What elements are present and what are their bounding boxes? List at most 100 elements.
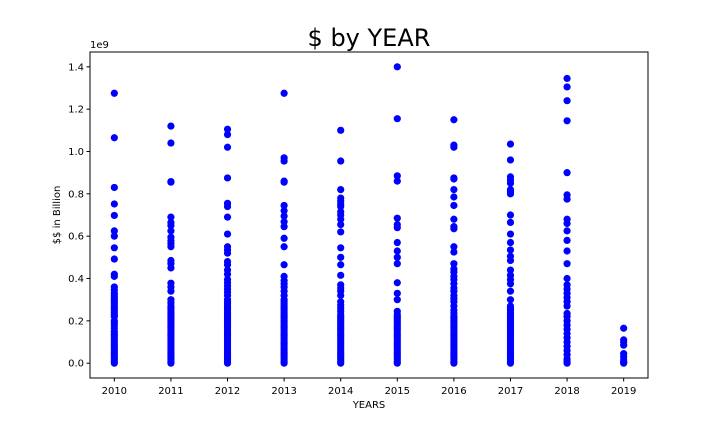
y-tick-label: 1.2 — [68, 105, 84, 116]
data-point — [563, 219, 571, 228]
data-point — [337, 291, 345, 300]
data-point — [450, 175, 458, 183]
data-point — [563, 236, 571, 245]
chart-title: $ by YEAR — [308, 24, 431, 52]
data-point — [337, 157, 345, 165]
data-point — [450, 243, 458, 251]
data-point — [450, 215, 458, 223]
data-point — [223, 143, 232, 151]
data-point — [393, 289, 401, 297]
data-point — [110, 255, 118, 263]
data-point — [223, 130, 232, 139]
data-point — [223, 261, 232, 269]
data-point — [167, 264, 175, 272]
data-point — [110, 359, 118, 367]
data-point — [393, 260, 401, 268]
data-point — [223, 230, 232, 238]
data-point — [110, 232, 118, 240]
data-point — [337, 359, 345, 367]
data-point — [280, 178, 288, 186]
data-point — [110, 89, 118, 97]
x-tick-label: 2018 — [554, 386, 579, 397]
data-point — [506, 246, 515, 254]
data-point — [337, 228, 345, 236]
data-point — [450, 359, 458, 367]
data-point — [110, 183, 118, 192]
y-tick-label: 0.4 — [68, 274, 84, 285]
data-point — [167, 213, 175, 221]
data-point — [167, 287, 175, 295]
data-point — [110, 134, 118, 142]
x-tick-label: 2010 — [102, 386, 127, 397]
y-axis: 0.0 0.2 0.4 0.6 0.8 1.0 1.2 1.4 — [68, 62, 90, 370]
data-point — [337, 220, 345, 229]
data-point — [563, 302, 571, 310]
data-point — [620, 359, 628, 367]
x-axis-label: YEARS — [352, 400, 386, 411]
data-point — [450, 248, 458, 256]
y-tick-label: 0.2 — [68, 316, 84, 327]
data-point — [280, 89, 288, 97]
data-point — [506, 287, 515, 295]
data-point — [506, 266, 515, 274]
data-point — [280, 212, 288, 220]
data-point — [563, 247, 571, 255]
data-point — [450, 225, 458, 233]
data-point — [337, 202, 345, 211]
data-point — [280, 157, 288, 165]
data-point — [450, 116, 458, 124]
data-point — [450, 185, 458, 194]
data-point — [620, 341, 628, 349]
data-point — [393, 279, 401, 287]
plot-frame — [89, 51, 649, 379]
data-point — [506, 190, 515, 198]
data-point — [506, 179, 515, 187]
data-point — [393, 253, 401, 261]
data-point — [337, 185, 345, 194]
data-point — [167, 139, 175, 147]
data-point — [223, 249, 232, 257]
data-point — [167, 243, 175, 251]
data-point — [393, 177, 401, 185]
data-point — [223, 359, 232, 367]
data-point — [167, 122, 175, 130]
data-point — [167, 227, 175, 235]
data-point — [167, 221, 175, 230]
data-point — [563, 260, 571, 268]
data-point — [337, 244, 345, 252]
points-layer — [110, 63, 628, 367]
x-axis: 2010 2011 2012 2013 2014 2015 2016 2017 2018 2019 — [102, 378, 636, 397]
data-point — [506, 256, 515, 265]
x-tick-label: 2014 — [328, 386, 353, 397]
data-point — [280, 207, 288, 215]
data-point — [506, 218, 515, 227]
y-tick-label: 0.6 — [68, 232, 84, 243]
data-point — [506, 230, 515, 238]
x-tick-label: 2019 — [611, 386, 636, 397]
data-point — [393, 238, 401, 247]
data-point — [337, 271, 345, 279]
y-tick-label: 0.0 — [68, 359, 84, 370]
data-point — [450, 201, 458, 210]
data-point — [563, 274, 571, 283]
data-point — [280, 234, 288, 242]
data-point — [393, 224, 401, 232]
data-point — [563, 169, 571, 177]
data-point — [223, 174, 232, 182]
data-point — [167, 359, 175, 367]
data-point — [393, 296, 401, 304]
data-point — [223, 213, 232, 221]
data-point — [393, 214, 401, 222]
y-tick-label: 1.0 — [68, 147, 84, 158]
data-point — [506, 280, 515, 288]
data-point — [450, 260, 458, 268]
x-tick-label: 2017 — [498, 386, 523, 397]
data-point — [110, 200, 118, 208]
data-point — [223, 270, 232, 278]
data-point — [506, 211, 515, 219]
y-tick-label: 0.8 — [68, 189, 84, 200]
data-point — [337, 215, 345, 223]
data-point — [563, 195, 571, 203]
